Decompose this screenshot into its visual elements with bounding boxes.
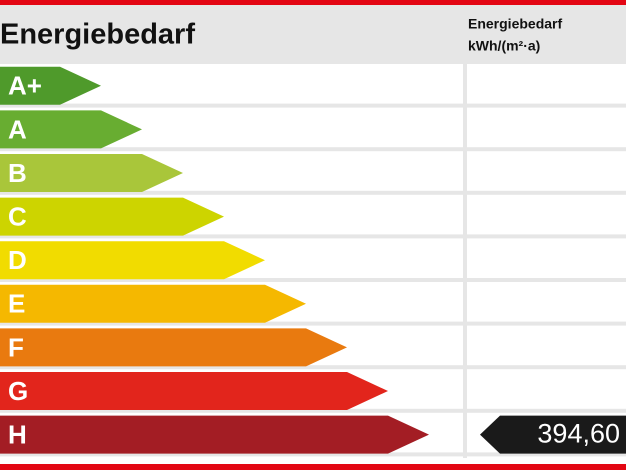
class-arrow [0,66,101,105]
row-separator [0,190,626,195]
row-separator [0,234,626,239]
bottom-border [0,464,626,470]
column-title: kWh/(m²·a) [468,38,540,54]
class-arrow [0,241,265,280]
value-pointer [480,415,626,454]
class-arrow [0,284,306,323]
row-separator [0,278,626,282]
row-separator [0,103,626,108]
class-arrow [0,197,224,236]
top-border [0,0,626,5]
row-separator [0,452,626,457]
row-separator [0,365,626,370]
column-divider [463,64,467,458]
class-label: B [8,158,27,188]
row-separator [0,408,626,413]
title: Energiebedarf [0,19,195,51]
row-separator [0,147,626,152]
class-arrow [0,110,142,149]
column-title: Energiebedarf [468,16,562,32]
value-label: 394,60 [537,419,620,449]
class-label: G [8,376,28,406]
class-arrow [0,415,429,454]
class-label: F [8,332,24,362]
class-label: A+ [8,71,42,101]
class-label: D [8,245,27,275]
class-label: A [8,114,27,144]
class-label: E [8,289,25,319]
header-band [0,5,626,64]
class-arrow [0,372,388,410]
class-arrow [0,154,183,192]
class-label: C [8,201,27,231]
class-label: H [8,419,27,449]
row-separator [0,321,626,326]
class-arrow [0,328,347,367]
